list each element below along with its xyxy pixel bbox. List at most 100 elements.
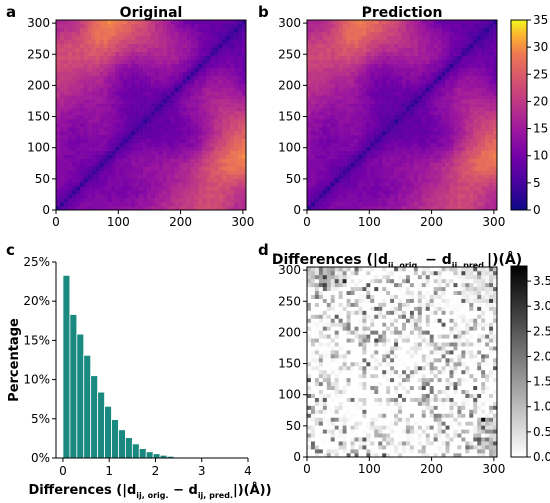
heatmap-cell [334,365,339,371]
heatmap-cell [103,118,108,124]
heatmap-cell [481,55,486,60]
heatmap-cell [350,178,355,183]
heatmap-cell [158,23,164,29]
heatmap-cell [485,51,490,56]
heatmap-cell [95,198,100,203]
heatmap-cell [394,194,399,199]
heatmap-cell [87,83,92,88]
heatmap-cell [307,342,312,347]
heatmap-cell [143,122,148,128]
heatmap-cell [202,194,207,199]
heatmap-cell [178,194,183,199]
heatmap-cell [210,166,215,171]
heatmap-cell [162,59,168,64]
heatmap-cell [67,162,73,167]
heatmap-cell [198,154,203,159]
heatmap-cell [330,453,336,457]
heatmap-cell [398,59,403,64]
heatmap-cell [127,178,132,183]
heatmap-cell [473,39,478,45]
heatmap-cell [394,83,399,88]
heatmap-cell [366,186,371,191]
heatmap-cell [334,401,339,406]
heatmap-cell [477,79,482,84]
heatmap-cell [242,194,246,199]
heatmap-cell [314,389,320,394]
heatmap-cell [334,178,339,183]
heatmap-cell [402,107,407,112]
heatmap-cell [178,99,183,104]
heatmap-cell [457,202,462,207]
heatmap-cell [178,150,183,155]
heatmap-cell [151,107,156,112]
heatmap-cell [230,107,235,112]
heatmap-cell [445,75,450,80]
heatmap-cell [326,294,332,299]
heatmap-cell [358,126,363,132]
heatmap-cell [194,186,199,191]
heatmap-cell [493,130,497,136]
heatmap-cell [103,95,108,100]
heatmap-cell [461,35,466,41]
heatmap-cell [226,146,231,151]
heatmap-cell [469,206,474,210]
heatmap-cell [198,118,203,124]
heatmap-cell [314,405,320,410]
heatmap-cell [79,190,85,195]
heatmap-cell [95,170,100,175]
heatmap-cell [91,35,96,41]
heatmap-cell [453,63,458,68]
heatmap-cell [238,71,243,76]
heatmap-cell [310,310,316,315]
heatmap-cell [210,202,215,207]
heatmap-cell [465,95,470,100]
heatmap-cell [346,107,351,112]
heatmap-cell [83,107,88,112]
heatmap-cell [477,99,482,104]
heatmap-cell [441,43,446,49]
heatmap-cell [218,91,223,96]
heatmap-cell [190,35,195,41]
heatmap-cell [366,122,371,128]
heatmap-cell [453,162,458,167]
heatmap-cell [91,198,96,203]
heatmap-cell [330,95,336,100]
heatmap-cell [234,182,239,187]
heatmap-cell [158,75,164,80]
heatmap-cell [202,51,207,56]
heatmap-cell [318,170,324,175]
heatmap-cell [56,122,61,128]
heatmap-cell [398,79,403,84]
heatmap-cell [394,115,399,120]
heatmap-cell [186,23,191,29]
heatmap-cell [493,142,497,147]
heatmap-cell [485,206,490,210]
heatmap-cell [242,166,246,171]
heatmap-cell [314,417,320,422]
heatmap-cell [83,23,88,29]
heatmap-cell [67,122,73,128]
heatmap-cell [322,449,328,454]
heatmap-cell [67,23,73,29]
heatmap-cell [461,71,466,76]
heatmap-cell [326,373,332,379]
heatmap-cell [162,83,168,88]
heatmap-cell [485,103,490,108]
heatmap-cell [214,115,219,120]
heatmap-cell [338,20,343,25]
heatmap-cell [95,126,100,132]
heatmap-cell [131,51,136,56]
heatmap-cell [174,55,180,60]
heatmap-cell [170,67,176,72]
heatmap-cell [127,63,132,68]
heatmap-cell [433,39,438,45]
heatmap-cell [162,186,168,191]
heatmap-cell [386,166,391,171]
heatmap-cell [469,95,474,100]
heatmap-cell [465,158,470,163]
heatmap-cell [346,130,351,136]
heatmap-cell [182,63,187,68]
heatmap-cell [314,79,320,84]
heatmap-cell [405,115,411,120]
heatmap-cell [151,162,156,167]
